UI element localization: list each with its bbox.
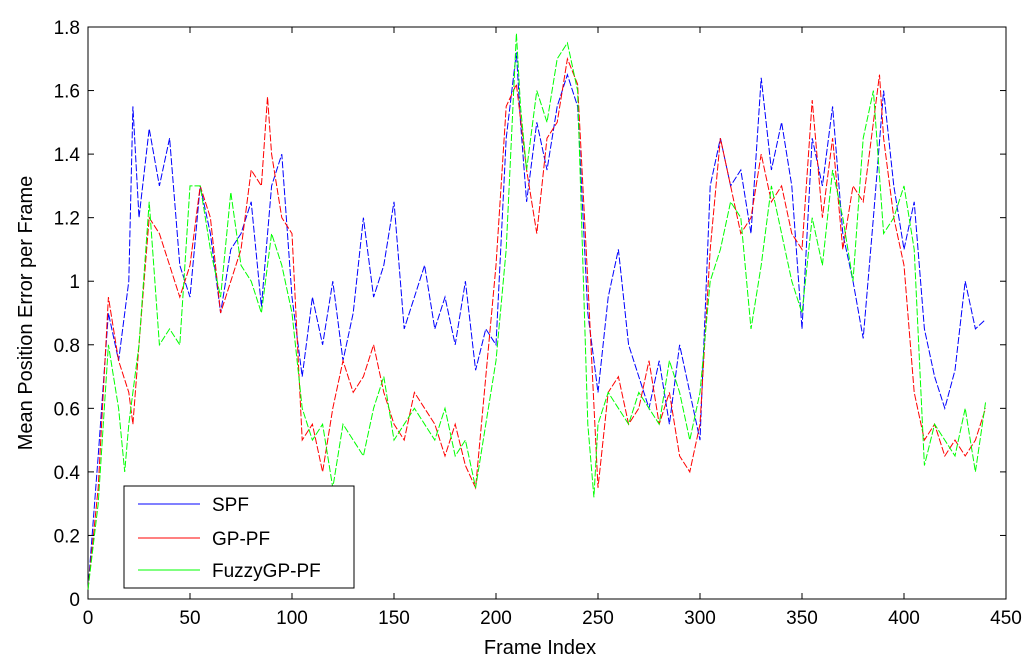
series-layer bbox=[87, 33, 987, 590]
legend: SPF GP-PF FuzzyGP-PF bbox=[123, 485, 355, 589]
x-axis-title: Frame Index bbox=[484, 637, 596, 659]
series-line-fuzzygp-pf bbox=[87, 33, 987, 590]
x-tick-label: 0 bbox=[83, 608, 94, 629]
series-line-gp-pf bbox=[87, 56, 987, 590]
x-tick-label: 450 bbox=[990, 608, 1022, 629]
y-tick-label: 1 bbox=[69, 272, 80, 293]
y-tick-label: 0.8 bbox=[54, 336, 80, 357]
x-tick-label: 100 bbox=[276, 608, 308, 629]
x-tick-label: 350 bbox=[786, 608, 818, 629]
series-line-spf bbox=[87, 52, 986, 590]
y-tick-label: 0.4 bbox=[54, 463, 81, 484]
y-axis-title: Mean Position Error per Frame bbox=[15, 176, 37, 451]
x-tick-label: 50 bbox=[179, 608, 200, 629]
x-tick-label: 200 bbox=[480, 608, 512, 629]
y-tick-label: 1.2 bbox=[54, 209, 80, 230]
y-tick-label: 1.4 bbox=[54, 145, 81, 166]
legend-label-spf: SPF bbox=[212, 495, 249, 516]
y-tick-label: 0.2 bbox=[54, 526, 80, 547]
y-tick-label: 1.8 bbox=[54, 18, 80, 39]
y-tick-label: 0.6 bbox=[54, 399, 80, 420]
y-tick-label: 1.6 bbox=[54, 82, 80, 103]
x-tick-label: 400 bbox=[888, 608, 920, 629]
x-axis-ticks: 0 50 100 150 200 250 300 350 400 450 bbox=[83, 27, 1022, 629]
legend-box bbox=[123, 485, 355, 589]
y-axis-ticks: 0 0.2 0.4 0.6 0.8 1 1.2 1.4 1.6 1.8 bbox=[54, 18, 1006, 611]
legend-label-fuzzygp-pf: FuzzyGP-PF bbox=[212, 561, 321, 582]
y-tick-label: 0 bbox=[69, 590, 80, 611]
x-tick-label: 250 bbox=[582, 608, 614, 629]
x-tick-label: 150 bbox=[378, 608, 410, 629]
x-tick-label: 300 bbox=[684, 608, 716, 629]
legend-label-gp-pf: GP-PF bbox=[212, 529, 270, 550]
